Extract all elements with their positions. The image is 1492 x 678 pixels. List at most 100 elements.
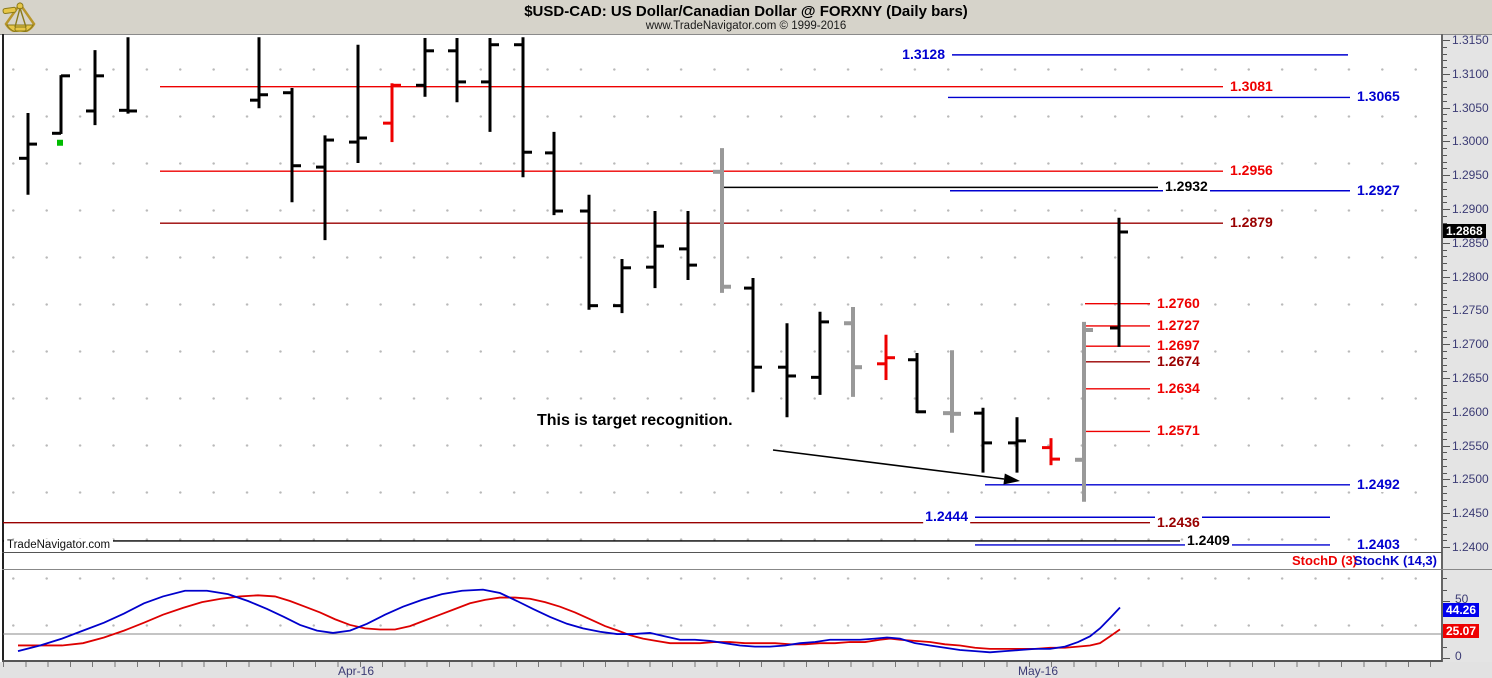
annotation-arrowhead: [1003, 473, 1020, 485]
legend-stochd[interactable]: StochD (3): [1292, 553, 1357, 568]
price-axis-tick: [1443, 425, 1447, 427]
price-axis-tick: [1443, 465, 1447, 467]
price-axis-label: 1.2650: [1452, 371, 1489, 385]
price-level-label: 1.2444: [923, 508, 970, 524]
price-axis-tick: [1443, 148, 1447, 150]
price-axis-tick: [1443, 80, 1447, 82]
stoch-axis-tick: [1443, 646, 1447, 648]
price-axis-tick: [1443, 411, 1450, 413]
price-axis-tick: [1443, 506, 1447, 508]
month-label-may: May-16: [1018, 664, 1059, 678]
price-axis-tick: [1443, 134, 1447, 136]
stoch-axis-50-label: 50: [1455, 592, 1469, 606]
price-level-label: 1.2436: [1155, 514, 1202, 530]
stochastic-pane[interactable]: [4, 570, 1441, 660]
price-axis-tick: [1443, 371, 1447, 373]
price-axis-label: 1.2800: [1452, 270, 1489, 284]
price-axis-label: 1.2950: [1452, 168, 1489, 182]
stoch-axis-tick: [1443, 578, 1447, 580]
price-axis-tick: [1443, 175, 1450, 177]
stoch-axis-0-label: 0: [1455, 649, 1462, 663]
price-axis-label: 1.3100: [1452, 67, 1489, 81]
price-axis-strip[interactable]: [1443, 35, 1492, 678]
price-axis-tick: [1443, 290, 1447, 292]
price-axis-tick: [1443, 351, 1447, 352]
price-level-label: 1.3081: [1228, 78, 1275, 94]
price-axis-tick: [1443, 445, 1450, 447]
price-axis-tick: [1443, 121, 1447, 123]
price-axis-tick: [1443, 67, 1447, 68]
price-axis-tick: [1443, 432, 1447, 434]
time-axis-ticks: [3, 662, 1441, 667]
watermark: TradeNavigator.com: [4, 539, 114, 551]
price-axis-tick: [1443, 209, 1450, 210]
price-axis-label: 1.2450: [1452, 506, 1489, 520]
price-level-label: 1.3065: [1355, 88, 1402, 104]
stochk-line: [17, 588, 1121, 654]
price-axis-tick: [1443, 317, 1447, 319]
price-axis-tick: [1443, 391, 1447, 393]
price-axis-tick: [1443, 73, 1450, 75]
price-axis-tick: [1443, 499, 1447, 501]
price-axis-tick: [1443, 472, 1447, 474]
price-level-label: 1.3128: [900, 46, 947, 62]
annotation-text[interactable]: This is target recognition.: [537, 412, 733, 429]
legend-stochk[interactable]: StochK (14,3): [1353, 553, 1437, 568]
main-chart-bottom-border: [2, 552, 1442, 553]
price-axis-tick: [1443, 479, 1450, 481]
price-level-label: 1.2571: [1155, 422, 1202, 438]
price-axis-tick: [1443, 452, 1447, 454]
price-axis-tick: [1443, 405, 1447, 406]
annotation-arrow: [772, 449, 1005, 480]
stoch-pane-bottom-border: [2, 660, 1442, 662]
price-axis-tick: [1443, 60, 1447, 62]
price-axis-tick: [1443, 310, 1450, 312]
price-axis-label: 1.2700: [1452, 337, 1489, 351]
price-level-label: 1.2697: [1155, 337, 1202, 353]
price-level-label: 1.2727: [1155, 317, 1202, 333]
price-axis-tick: [1443, 40, 1450, 41]
chart-frame-left: [2, 34, 4, 662]
price-axis-tick: [1443, 418, 1447, 420]
price-level-label: 1.2492: [1355, 476, 1402, 492]
price-axis-tick: [1443, 398, 1447, 400]
stochd-value-badge: 25.07: [1443, 624, 1480, 638]
price-axis-tick: [1443, 384, 1447, 386]
price-axis-tick: [1443, 202, 1447, 204]
price-level-label: 1.2409: [1185, 532, 1232, 548]
price-axis-tick: [1443, 378, 1450, 379]
price-axis-tick: [1443, 344, 1450, 346]
price-axis-tick: [1443, 53, 1447, 55]
price-level-label: 1.2674: [1155, 353, 1202, 369]
price-level-label: 1.2879: [1228, 214, 1275, 230]
price-axis-tick: [1443, 215, 1447, 217]
price-axis-tick: [1443, 46, 1447, 48]
price-axis-tick: [1443, 188, 1447, 190]
price-axis-tick: [1443, 283, 1447, 285]
price-axis-label: 1.3050: [1452, 101, 1489, 115]
price-axis-tick: [1443, 459, 1447, 461]
price-axis-tick: [1443, 357, 1447, 359]
price-level-label: 1.2927: [1355, 182, 1402, 198]
price-axis-tick: [1443, 364, 1447, 366]
price-axis-tick: [1443, 222, 1447, 224]
stoch-axis-tick: [1443, 589, 1447, 591]
main-chart-area[interactable]: [4, 35, 1441, 552]
title-bar: $USD-CAD: US Dollar/Canadian Dollar @ FO…: [0, 0, 1492, 35]
sextant-icon: [2, 1, 36, 32]
price-axis-tick: [1443, 249, 1447, 251]
price-axis-tick: [1443, 256, 1447, 258]
entry-marker: [57, 139, 63, 146]
price-axis-tick: [1443, 154, 1447, 156]
price-axis-tick: [1443, 486, 1447, 488]
price-level-label: 1.2634: [1155, 380, 1202, 396]
price-axis-tick: [1443, 513, 1450, 515]
price-axis-tick: [1443, 337, 1447, 339]
price-axis-label: 1.2750: [1452, 303, 1489, 317]
price-axis-label: 1.2400: [1452, 540, 1489, 554]
price-axis-tick: [1443, 540, 1447, 542]
price-axis-tick: [1443, 269, 1447, 271]
price-axis-label: 1.3150: [1452, 33, 1489, 47]
